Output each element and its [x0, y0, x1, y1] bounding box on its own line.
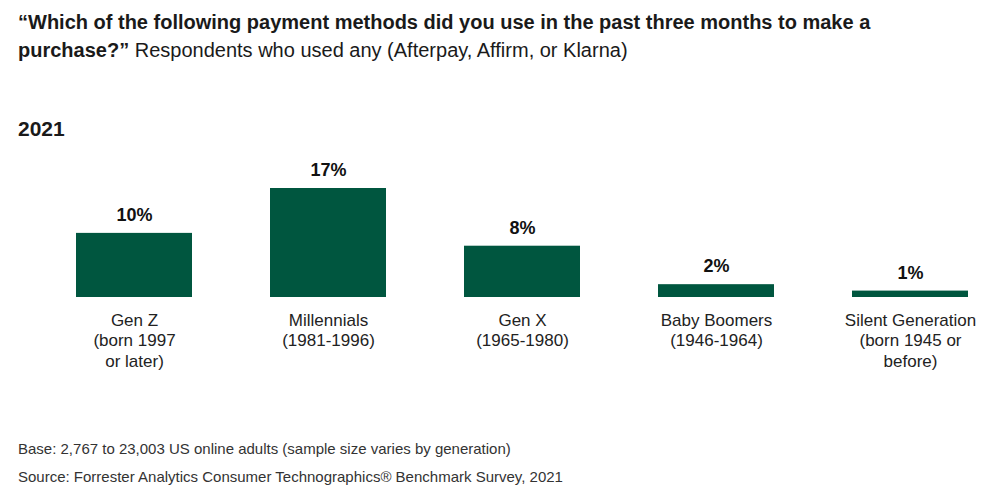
- svg-text:2%: 2%: [703, 256, 729, 276]
- svg-text:Baby Boomers(1946-1964): Baby Boomers(1946-1964): [661, 311, 773, 350]
- svg-text:Gen Z(born 1997or later): Gen Z(born 1997or later): [93, 311, 175, 371]
- html-text:Base: 2,767 to 23,003 US onlin: Base: 2,767 to 23,003 US online adults (…: [18, 440, 511, 457]
- html-text:“Which of the following paymen: “Which of the following payment methods …: [18, 11, 871, 61]
- svg-text:Silent Generation(born 1945 or: Silent Generation(born 1945 orbefore): [845, 311, 976, 371]
- svg-text:Gen X(1965-1980): Gen X(1965-1980): [476, 311, 569, 350]
- svg-text:Millennials(1981-1996): Millennials(1981-1996): [282, 311, 375, 350]
- svg-text:17%: 17%: [310, 160, 346, 180]
- svg-text:10%: 10%: [116, 205, 152, 225]
- svg-text:1%: 1%: [897, 263, 923, 283]
- html-text:2021: 2021: [18, 117, 65, 140]
- svg-text:8%: 8%: [509, 218, 535, 238]
- html-text:Source: Forrester Analytics Co: Source: Forrester Analytics Consumer Tec…: [18, 468, 563, 485]
